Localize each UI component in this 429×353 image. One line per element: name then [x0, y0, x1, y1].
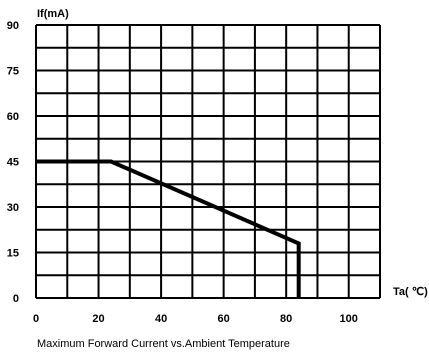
x-tick-label: 40: [155, 313, 167, 325]
y-tick-label: 45: [7, 157, 19, 169]
series-curve-group: [35, 159, 301, 299]
x-tick-labels: 0 20 40 60 80 100: [33, 313, 358, 325]
y-tick-label: 0: [13, 293, 19, 305]
y-tick-labels: 0 15 30 45 60 75 90: [7, 20, 19, 305]
data-point: [35, 161, 37, 162]
y-tick-label: 15: [7, 248, 19, 260]
y-axis-label: If(mA): [37, 8, 69, 20]
x-tick-label: 80: [280, 313, 292, 325]
grid-lines: [35, 24, 381, 299]
x-tick-label: 60: [218, 313, 230, 325]
y-tick-label: 30: [7, 202, 19, 214]
chart-caption: Maximum Forward Current vs.Ambient Tempe…: [37, 338, 290, 350]
data-point: [110, 161, 112, 162]
y-tick-label: 75: [7, 66, 19, 78]
data-point: [298, 242, 300, 244]
x-tick-label: 0: [33, 313, 39, 325]
x-tick-label: 20: [92, 313, 104, 325]
x-tick-label: 100: [340, 313, 358, 325]
data-point: [298, 297, 300, 299]
y-tick-label: 90: [7, 20, 19, 32]
y-tick-label: 60: [7, 111, 19, 123]
x-axis-label: Ta( ℃): [393, 286, 428, 298]
series-line: [36, 159, 301, 298]
